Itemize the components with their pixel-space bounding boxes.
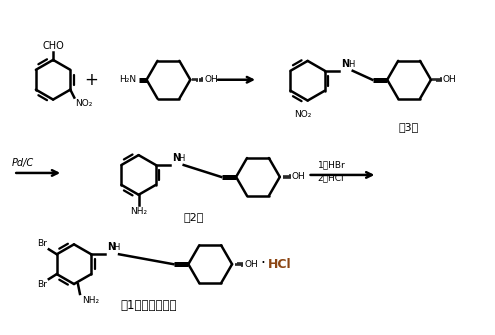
Text: OH: OH — [292, 173, 305, 182]
Text: H: H — [113, 243, 119, 252]
Text: N: N — [172, 153, 180, 163]
Text: NO₂: NO₂ — [75, 98, 93, 108]
Text: （2）: （2） — [183, 212, 203, 221]
Text: H₂N: H₂N — [119, 75, 137, 84]
Text: ·: · — [260, 256, 265, 271]
Text: +: + — [84, 71, 98, 89]
Text: H: H — [348, 60, 354, 69]
Text: 2）HCl: 2）HCl — [318, 174, 344, 183]
Text: HCl: HCl — [268, 258, 292, 271]
Text: OH: OH — [244, 260, 258, 269]
Text: Pd/C: Pd/C — [11, 158, 34, 168]
Text: OH: OH — [443, 75, 457, 84]
Text: 1）HBr: 1）HBr — [318, 160, 346, 170]
Text: （1）鹽酸氨溴索: （1）鹽酸氨溴索 — [120, 299, 177, 312]
Text: NO₂: NO₂ — [294, 111, 311, 120]
Text: N: N — [107, 242, 115, 252]
Text: OH: OH — [204, 75, 218, 84]
Text: （3）: （3） — [399, 122, 419, 132]
Text: CHO: CHO — [42, 41, 64, 51]
Text: Br: Br — [37, 239, 47, 248]
Text: NH₂: NH₂ — [130, 207, 147, 216]
Text: NH₂: NH₂ — [82, 296, 99, 305]
Text: H: H — [178, 154, 184, 163]
Text: Br: Br — [37, 280, 47, 289]
Text: N: N — [341, 59, 349, 69]
